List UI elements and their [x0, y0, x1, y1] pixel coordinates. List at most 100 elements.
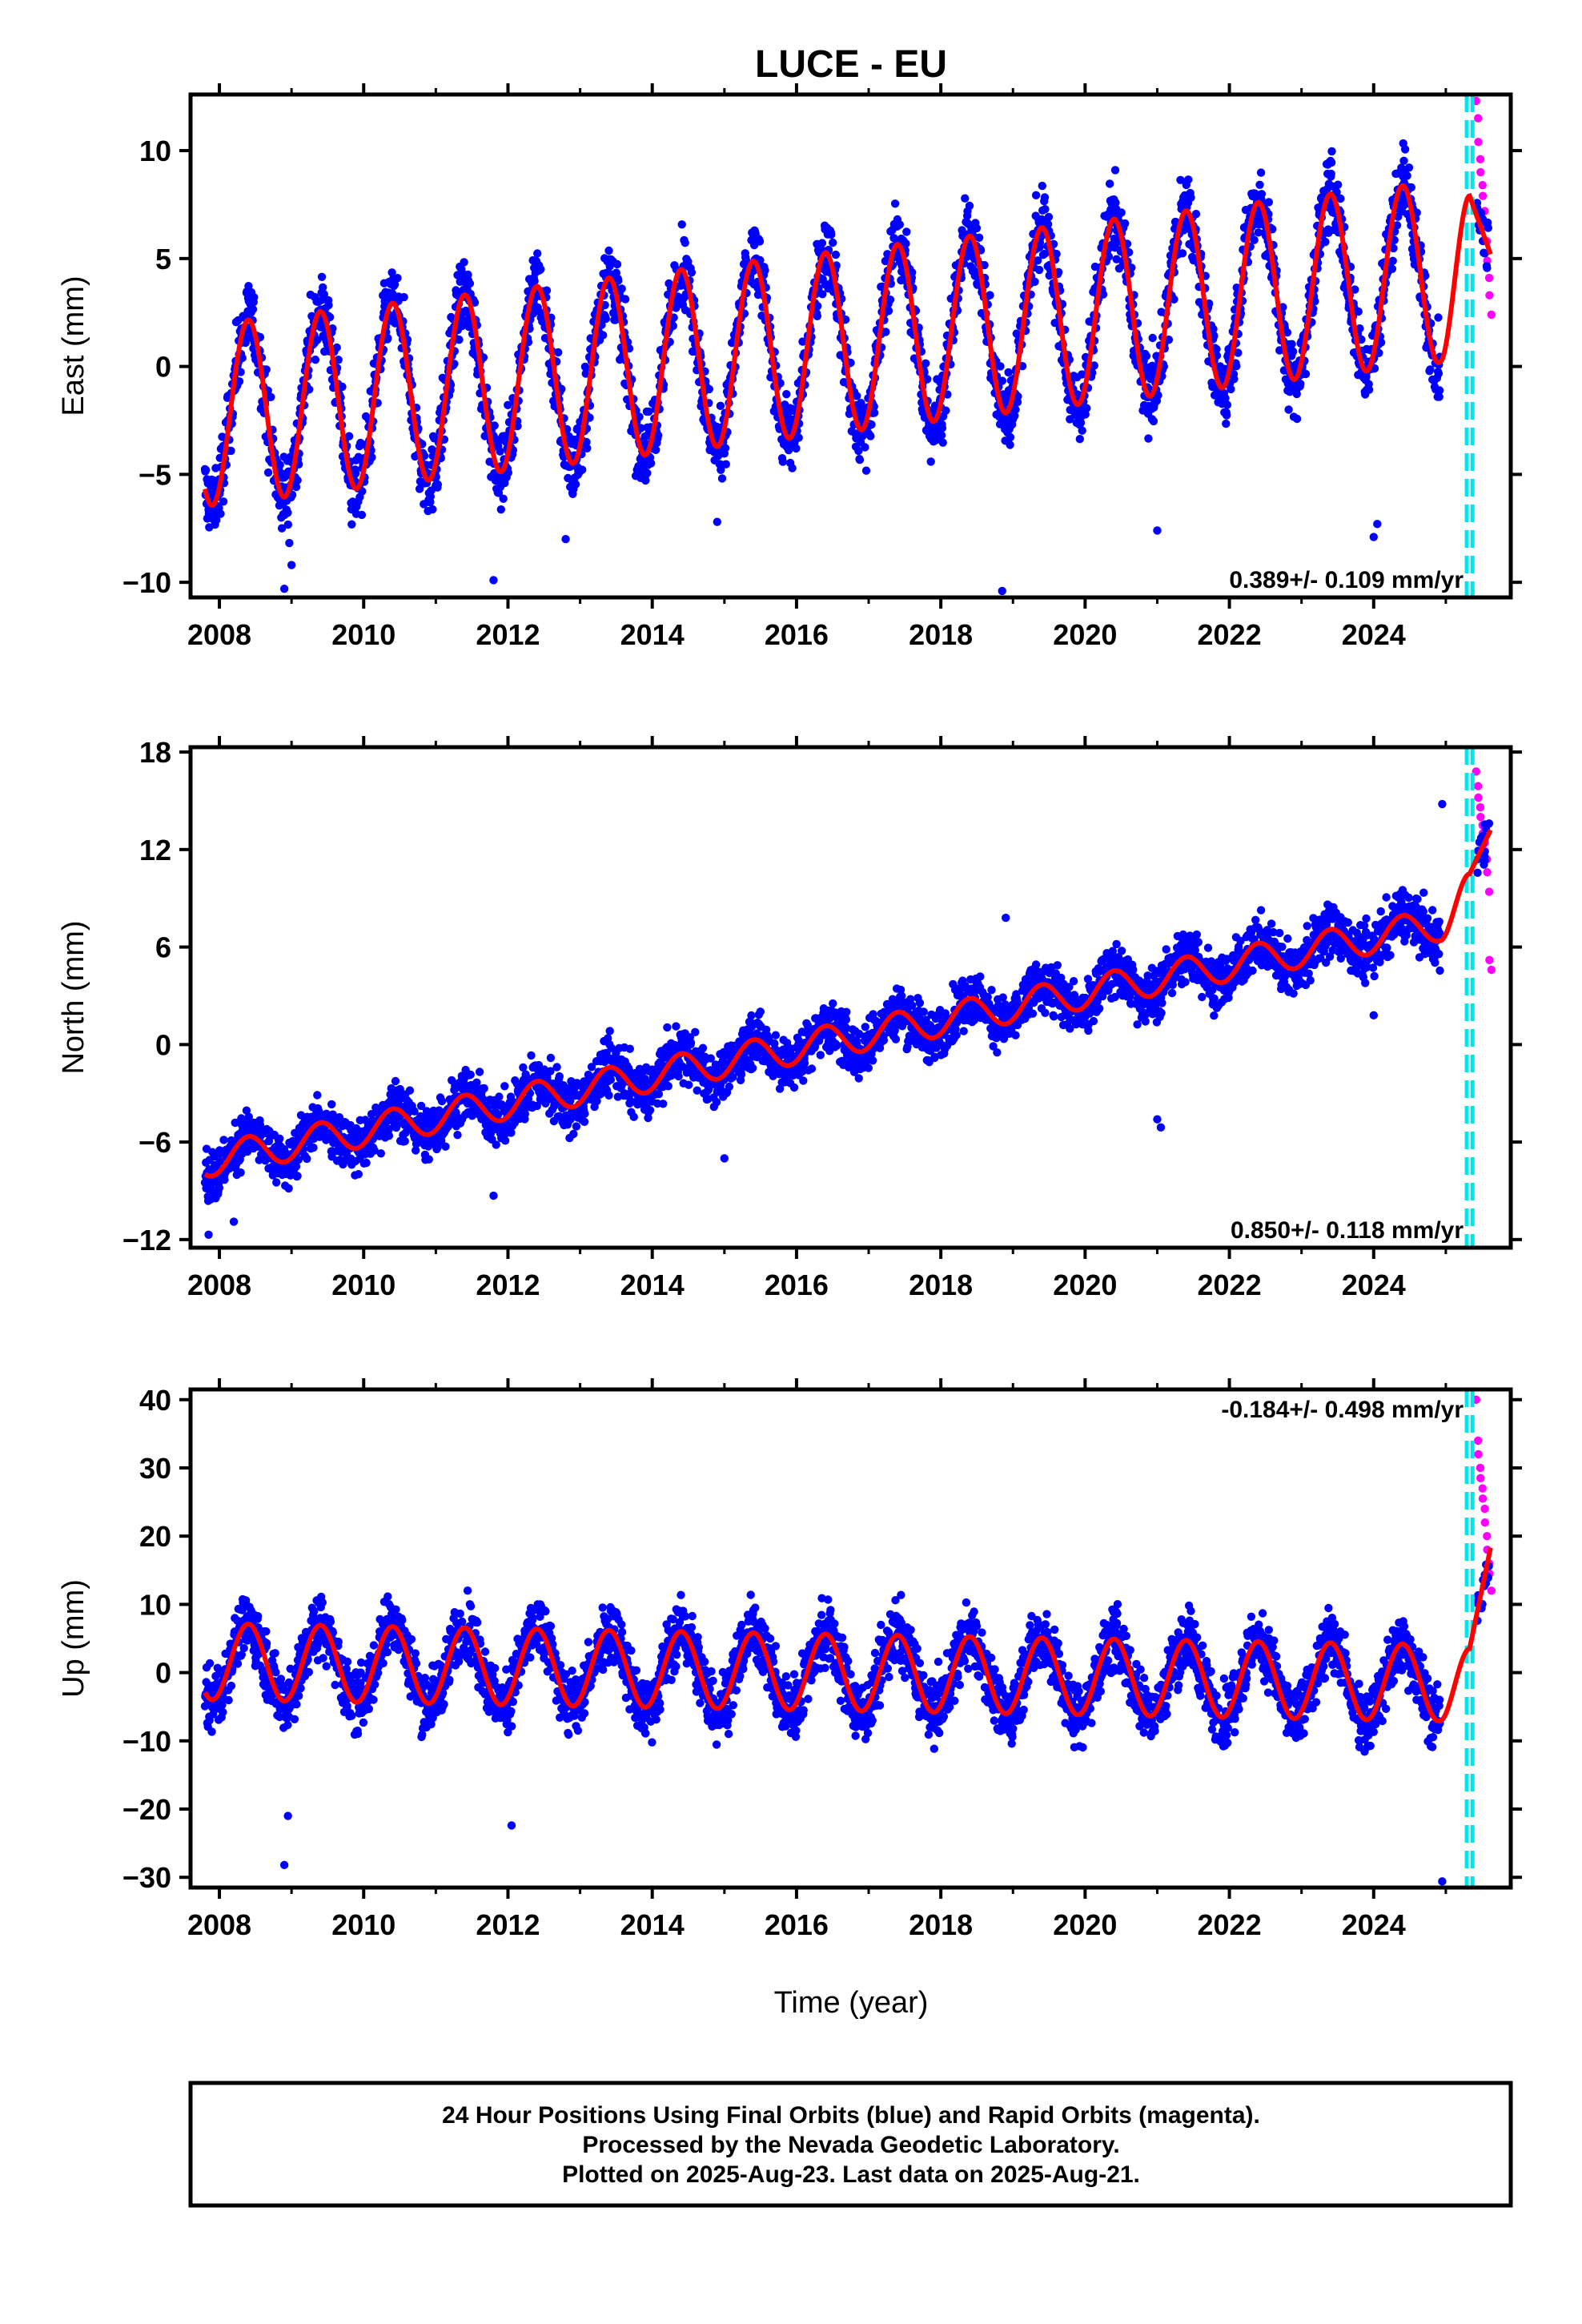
north-final-orbit-point [664, 1082, 673, 1091]
east-panel: 2008 2010 2012 2014 2016 2018 2020 2022 2024−10−… [57, 83, 1522, 651]
east-final-orbit-point [490, 421, 499, 430]
east-outlier-point [279, 585, 289, 593]
east-final-orbit-point [1392, 221, 1402, 230]
north-final-orbit-point [495, 1092, 504, 1101]
east-final-orbit-point [644, 407, 653, 416]
north-final-orbit-point [410, 1107, 419, 1116]
north-final-orbit-point [756, 1007, 765, 1016]
east-final-orbit-point [1387, 264, 1397, 273]
east-final-orbit-point [1301, 369, 1311, 379]
north-final-orbit-point [748, 1063, 757, 1073]
east-x-tick-label: 2018 [909, 618, 973, 651]
north-final-orbit-point [219, 1136, 228, 1144]
east-final-orbit-point [895, 220, 905, 229]
east-final-orbit-point [1250, 235, 1259, 244]
north-final-orbit-point [587, 1063, 596, 1072]
east-final-orbit-point [669, 313, 678, 322]
east-final-orbit-point [611, 316, 620, 324]
east-outlier-point [1373, 520, 1382, 529]
north-plot-area [200, 747, 1496, 1248]
east-final-orbit-point [1034, 265, 1044, 275]
east-final-orbit-point [1004, 368, 1013, 377]
east-final-orbit-point [716, 401, 725, 410]
east-final-orbit-point [1110, 166, 1120, 175]
east-final-orbit-point [853, 392, 861, 400]
east-final-orbit-point [325, 312, 335, 322]
north-final-orbit-point [706, 1054, 715, 1063]
east-final-orbit-point [643, 468, 652, 477]
east-final-orbit-point [1287, 340, 1296, 348]
east-final-orbit-point [1184, 175, 1193, 184]
east-final-orbit-point [291, 482, 301, 492]
east-final-orbit-point [980, 260, 989, 270]
east-final-orbit-point [216, 509, 225, 518]
north-final-orbit-point [654, 1090, 664, 1099]
east-final-orbit-point [1334, 180, 1343, 189]
north-final-orbit-point [478, 1095, 488, 1104]
north-final-orbit-point [605, 1027, 614, 1035]
east-final-orbit-point [1234, 348, 1243, 357]
north-final-orbit-point [384, 1132, 394, 1140]
east-final-orbit-point [601, 314, 610, 324]
east-final-orbit-point [1327, 169, 1335, 179]
east-outlier-point [713, 517, 721, 526]
east-final-orbit-point [604, 246, 613, 255]
north-final-orbit-point [580, 1117, 589, 1127]
east-final-orbit-point [937, 431, 946, 440]
east-final-orbit-point [996, 362, 1005, 371]
east-final-orbit-point [1412, 208, 1421, 217]
east-y-axis-label: East (mm) [57, 275, 90, 416]
east-final-orbit-point [277, 524, 287, 533]
east-final-orbit-point [263, 468, 273, 477]
north-final-orbit-point [293, 1172, 302, 1180]
east-final-orbit-point [867, 420, 876, 429]
east-final-orbit-point [1098, 290, 1108, 299]
east-final-orbit-point [600, 300, 609, 310]
east-final-orbit-point [1254, 228, 1263, 237]
north-final-orbit-point [272, 1178, 281, 1187]
north-final-orbit-point [617, 1080, 626, 1090]
east-final-orbit-point [1292, 389, 1301, 399]
north-final-orbit-point [659, 1100, 668, 1108]
east-final-orbit-point [721, 460, 730, 468]
north-final-orbit-point [604, 1091, 613, 1100]
east-final-orbit-point [1376, 338, 1386, 347]
east-final-orbit-point [813, 312, 821, 320]
east-final-orbit-point [227, 446, 235, 456]
north-final-orbit-point [718, 1056, 727, 1065]
east-final-orbit-point [1336, 194, 1345, 203]
east-final-orbit-point [1176, 175, 1185, 184]
east-final-orbit-point [1112, 255, 1121, 263]
east-outlier-point [1153, 526, 1162, 535]
east-frame [188, 92, 1513, 600]
east-x-tick-label: 2020 [1053, 618, 1117, 651]
east-y-tick-label: 5 [155, 243, 171, 275]
east-final-orbit-point [465, 279, 475, 288]
east-rapid-orbit-point [1474, 114, 1483, 123]
north-final-orbit-point [466, 1070, 475, 1080]
east-final-orbit-point [885, 296, 895, 304]
north-final-orbit-point [291, 1162, 301, 1171]
east-final-orbit-point [827, 230, 836, 239]
north-final-orbit-point [532, 1101, 541, 1111]
east-final-orbit-point [1127, 263, 1136, 272]
east-final-orbit-point [1435, 386, 1444, 395]
east-final-orbit-point [998, 376, 1007, 385]
east-rapid-orbit-point [1478, 181, 1487, 190]
east-final-orbit-point [1434, 313, 1443, 322]
east-final-orbit-point [817, 239, 827, 247]
north-final-orbit-point [475, 1068, 484, 1076]
east-final-orbit-point [293, 476, 302, 485]
east-final-orbit-point [358, 487, 367, 496]
north-final-orbit-point [569, 1129, 578, 1139]
east-rate-label: 0.389+/- 0.109 mm/yr [1229, 567, 1464, 593]
east-final-orbit-point [338, 382, 347, 392]
east-final-orbit-point [1078, 370, 1086, 379]
east-final-orbit-point [311, 356, 320, 364]
east-final-orbit-point [782, 390, 791, 399]
east-final-orbit-point [530, 276, 539, 286]
east-final-orbit-point [1354, 307, 1363, 316]
east-final-orbit-point [1052, 249, 1061, 259]
north-final-orbit-point [629, 1112, 638, 1121]
east-final-orbit-point [1403, 171, 1411, 180]
